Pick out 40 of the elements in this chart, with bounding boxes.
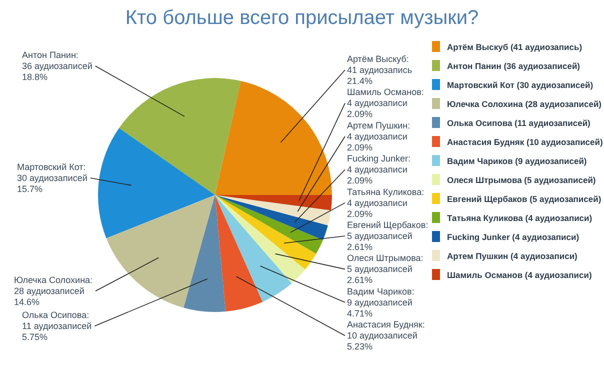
pie-slice: [106, 195, 215, 308]
pie-slice: [184, 195, 226, 312]
data-label: Олька Осипова: 11 аудиозаписей 5.75%: [22, 310, 92, 342]
data-label: Fucking Junker: 4 аудиозаписи 2.09%: [347, 154, 411, 186]
legend-label: Артём Выскуб (41 аудиозапись): [447, 42, 582, 52]
legend-label: Олька Осипова (11 аудиозаписей): [447, 118, 591, 128]
pie-slice: [215, 80, 332, 195]
data-label: Мартовский Кот: 30 аудиозаписей 15.7%: [17, 162, 88, 194]
pie-slice: [98, 128, 215, 238]
legend-label: Анастасия Будняк (10 аудиозаписей): [447, 137, 603, 147]
data-label: Антон Панин: 36 аудиозаписей 18.8%: [22, 50, 92, 82]
data-label: Артем Пушкин: 4 аудиозаписи 2.09%: [347, 120, 410, 152]
legend-label: Артем Пушкин (4 аудиозаписи): [447, 251, 578, 261]
legend-label: Татьяна Куликова (4 аудиозаписи): [447, 213, 592, 223]
pie-slice: [215, 195, 292, 302]
pie-slice: [215, 195, 332, 210]
legend-label: Вадим Чариков (9 аудиозаписей): [447, 156, 587, 166]
data-label: Евгений Щербаков: 5 аудиозаписей 2.61%: [347, 220, 428, 252]
legend-label: Юлечка Солохина (28 аудиозаписей): [447, 99, 602, 109]
legend-label: Антон Панин (36 аудиозаписей): [447, 61, 580, 71]
data-label: Юлечка Солохина: 28 аудиозаписей 14.6%: [14, 275, 93, 307]
pie-slice: [215, 195, 263, 312]
legend-label: Мартовский Кот (30 аудиозаписей): [447, 80, 594, 90]
legend-label: Олеся Штрымова (5 аудиозаписей): [447, 175, 596, 185]
data-label: Анастасия Будняк: 10 аудиозаписей 5.23%: [347, 320, 425, 352]
data-label: Шамиль Османов: 4 аудиозаписи 2.09%: [347, 87, 424, 120]
legend-label: Fucking Junker (4 аудиозаписи): [447, 232, 580, 242]
pie-slice: [215, 195, 323, 254]
pie-slice: [119, 78, 241, 195]
chart-title: Кто больше всего присылает музыки?: [125, 7, 479, 29]
pie-slice: [215, 195, 328, 240]
data-label: Олеся Штрымова: 5 аудиозаписей 2.61%: [347, 253, 424, 286]
legend-label: Шамиль Османов (4 аудиозаписи): [447, 270, 592, 280]
data-label: Артём Выскуб: 41 аудиозапись 21.4%: [347, 54, 412, 86]
pie-slice: [215, 195, 316, 270]
pie-slice: [215, 195, 306, 284]
pie-slice: [215, 195, 331, 226]
data-label: Вадим Чариков: 9 аудиозаписей 4.71%: [347, 286, 414, 318]
data-label: Татьяна Куликова: 4 аудиозаписи 2.09%: [347, 186, 424, 219]
legend-label: Евгений Щербаков (5 аудиозаписей): [447, 194, 602, 204]
